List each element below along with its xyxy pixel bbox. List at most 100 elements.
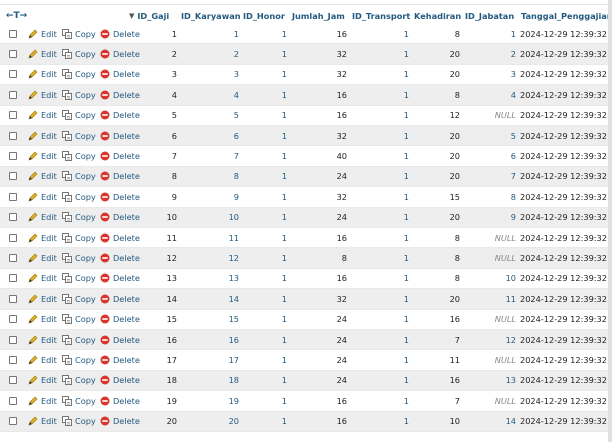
copy-action[interactable]: Copy <box>62 65 96 84</box>
cell-id-jabatan[interactable]: 1 <box>511 24 516 43</box>
cell-tanggal-penggajian[interactable]: 2024-12-29 12:39:32 <box>520 208 607 227</box>
delete-action[interactable]: Delete <box>100 289 140 308</box>
copy-link[interactable]: Copy <box>75 273 96 284</box>
delete-link[interactable]: Delete <box>113 89 140 100</box>
copy-link[interactable]: Copy <box>75 416 96 427</box>
cell-id-karyawan[interactable]: 20 <box>229 412 239 431</box>
cell-jumlah-jam[interactable]: 32 <box>337 289 347 308</box>
edit-link[interactable]: Edit <box>41 69 57 80</box>
delete-link[interactable]: Delete <box>113 375 140 386</box>
copy-action[interactable]: Copy <box>62 85 96 104</box>
cell-tanggal-penggajian[interactable]: 2024-12-29 12:39:32 <box>520 289 607 308</box>
edit-action[interactable]: Edit <box>28 248 57 267</box>
cell-id-gaji[interactable]: 16 <box>167 330 177 349</box>
edit-action[interactable]: Edit <box>28 310 57 329</box>
row-checkbox[interactable] <box>9 356 17 365</box>
delete-action[interactable]: Delete <box>100 146 140 165</box>
cell-jumlah-jam[interactable]: 24 <box>337 350 347 369</box>
cell-id-honor[interactable]: 1 <box>282 208 287 227</box>
edit-link[interactable]: Edit <box>41 293 57 304</box>
edit-link[interactable]: Edit <box>41 355 57 366</box>
delete-link[interactable]: Delete <box>113 130 140 141</box>
row-checkbox[interactable] <box>9 335 17 344</box>
delete-action[interactable]: Delete <box>100 228 140 247</box>
row-checkbox[interactable] <box>9 152 17 161</box>
delete-action[interactable]: Delete <box>100 85 140 104</box>
cell-id-transport[interactable]: 1 <box>404 24 409 43</box>
edit-action[interactable]: Edit <box>28 167 57 186</box>
cell-tanggal-penggajian[interactable]: 2024-12-29 12:39:32 <box>520 310 607 329</box>
edit-link[interactable]: Edit <box>41 110 57 121</box>
row-checkbox[interactable] <box>9 233 17 242</box>
cell-kehadiran[interactable]: 20 <box>450 208 460 227</box>
copy-action[interactable]: Copy <box>62 289 96 308</box>
cell-jumlah-jam[interactable]: 16 <box>337 412 347 431</box>
cell-id-gaji[interactable]: 7 <box>172 146 177 165</box>
cell-id-gaji[interactable]: 11 <box>167 228 177 247</box>
delete-action[interactable]: Delete <box>100 371 140 390</box>
cell-tanggal-penggajian[interactable]: 2024-12-29 12:39:32 <box>520 330 607 349</box>
cell-id-honor[interactable]: 1 <box>282 65 287 84</box>
cell-tanggal-penggajian[interactable]: 2024-12-29 12:39:32 <box>520 248 607 267</box>
cell-id-gaji[interactable]: 4 <box>172 85 177 104</box>
row-checkbox[interactable] <box>9 29 17 38</box>
delete-link[interactable]: Delete <box>113 334 140 345</box>
cell-kehadiran[interactable]: 8 <box>455 248 460 267</box>
row-checkbox[interactable] <box>9 131 17 140</box>
cell-kehadiran[interactable]: 16 <box>450 310 460 329</box>
cell-jumlah-jam[interactable]: 24 <box>337 208 347 227</box>
cell-id-transport[interactable]: 1 <box>404 330 409 349</box>
cell-id-gaji[interactable]: 1 <box>172 24 177 43</box>
cell-jumlah-jam[interactable]: 24 <box>337 310 347 329</box>
delete-link[interactable]: Delete <box>113 395 140 406</box>
cell-kehadiran[interactable]: 7 <box>455 330 460 349</box>
cell-jumlah-jam[interactable]: 32 <box>337 187 347 206</box>
delete-link[interactable]: Delete <box>113 69 140 80</box>
copy-link[interactable]: Copy <box>75 171 96 182</box>
cell-kehadiran[interactable]: 11 <box>450 350 460 369</box>
edit-link[interactable]: Edit <box>41 171 57 182</box>
cell-id-gaji[interactable]: 17 <box>167 350 177 369</box>
cell-id-honor[interactable]: 1 <box>282 146 287 165</box>
delete-link[interactable]: Delete <box>113 232 140 243</box>
copy-link[interactable]: Copy <box>75 232 96 243</box>
cell-id-gaji[interactable]: 15 <box>167 310 177 329</box>
delete-action[interactable]: Delete <box>100 330 140 349</box>
cell-tanggal-penggajian[interactable]: 2024-12-29 12:39:32 <box>520 350 607 369</box>
cell-tanggal-penggajian[interactable]: 2024-12-29 12:39:32 <box>520 269 607 288</box>
delete-action[interactable]: Delete <box>100 310 140 329</box>
edit-link[interactable]: Edit <box>41 212 57 223</box>
delete-link[interactable]: Delete <box>113 253 140 264</box>
cell-id-karyawan[interactable]: 3 <box>234 65 239 84</box>
cell-id-jabatan[interactable]: NULL <box>495 248 516 267</box>
cell-id-honor[interactable]: 1 <box>282 289 287 308</box>
delete-link[interactable]: Delete <box>113 212 140 223</box>
delete-link[interactable]: Delete <box>113 293 140 304</box>
edit-action[interactable]: Edit <box>28 289 57 308</box>
cell-id-transport[interactable]: 1 <box>404 350 409 369</box>
copy-action[interactable]: Copy <box>62 126 96 145</box>
edit-action[interactable]: Edit <box>28 44 57 63</box>
row-checkbox[interactable] <box>9 50 17 59</box>
cell-id-karyawan[interactable]: 6 <box>234 126 239 145</box>
delete-link[interactable]: Delete <box>113 273 140 284</box>
cell-id-transport[interactable]: 1 <box>404 146 409 165</box>
edit-action[interactable]: Edit <box>28 126 57 145</box>
cell-id-jabatan[interactable]: 3 <box>511 65 516 84</box>
copy-action[interactable]: Copy <box>62 350 96 369</box>
copy-link[interactable]: Copy <box>75 253 96 264</box>
copy-link[interactable]: Copy <box>75 110 96 121</box>
cell-id-jabatan[interactable]: 10 <box>506 269 516 288</box>
edit-action[interactable]: Edit <box>28 208 57 227</box>
cell-jumlah-jam[interactable]: 16 <box>337 269 347 288</box>
cell-tanggal-penggajian[interactable]: 2024-12-29 12:39:32 <box>520 412 607 431</box>
cell-jumlah-jam[interactable]: 16 <box>337 106 347 125</box>
edit-action[interactable]: Edit <box>28 269 57 288</box>
cell-kehadiran[interactable]: 15 <box>450 187 460 206</box>
column-header-id-transport[interactable]: ID_Transport <box>352 10 411 21</box>
delete-link[interactable]: Delete <box>113 151 140 162</box>
delete-link[interactable]: Delete <box>113 49 140 60</box>
cell-tanggal-penggajian[interactable]: 2024-12-29 12:39:32 <box>520 126 607 145</box>
copy-action[interactable]: Copy <box>62 269 96 288</box>
cell-id-jabatan[interactable]: NULL <box>495 228 516 247</box>
